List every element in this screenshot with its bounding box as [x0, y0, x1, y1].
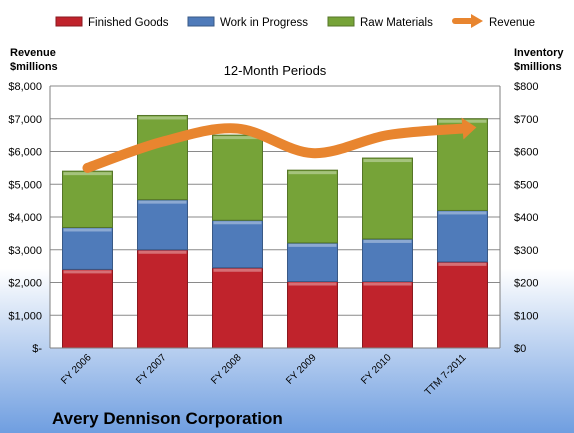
right-tick-label: $800	[514, 81, 538, 93]
bar-highlight	[138, 116, 187, 120]
revenue-line	[82, 123, 468, 173]
legend-label-raw-materials: Raw Materials	[360, 17, 433, 29]
bar-finished-goods	[137, 249, 188, 349]
bar-work-in-progress	[137, 199, 188, 251]
bar-highlight	[363, 239, 412, 243]
bar-highlight	[288, 282, 337, 286]
bar-highlight	[438, 262, 487, 266]
right-tick-label: $300	[514, 245, 538, 257]
left-tick-label: $5,000	[8, 179, 42, 191]
bar-highlight	[363, 282, 412, 286]
bar-finished-goods	[212, 267, 263, 349]
bar-work-in-progress	[212, 219, 263, 269]
bar-finished-goods	[287, 281, 338, 349]
bar-highlight	[363, 159, 412, 163]
bar-highlight	[63, 172, 112, 176]
right-axis-title: Inventory $millions	[514, 47, 567, 73]
bar-finished-goods	[62, 268, 113, 349]
bar-highlight	[438, 211, 487, 215]
bar-highlight	[63, 270, 112, 274]
right-tick-label: $600	[514, 147, 538, 159]
bar-highlight	[138, 250, 187, 254]
legend-swatch-finished-goods	[55, 16, 83, 27]
bar-raw-materials	[62, 170, 113, 228]
right-tick-label: $700	[514, 114, 538, 126]
legend-label-work-in-progress: Work in Progress	[220, 17, 308, 29]
bar-highlight	[213, 136, 262, 140]
right-tick-label: $400	[514, 212, 538, 224]
right-tick-label: $100	[514, 310, 538, 322]
left-tick-label: $7,000	[8, 114, 42, 126]
bar-highlight	[138, 200, 187, 204]
left-tick-label: $-	[32, 343, 42, 355]
right-tick-label: $500	[514, 179, 538, 191]
legend-label-finished-goods: Finished Goods	[88, 17, 169, 29]
company-name: Avery Dennison Corporation	[52, 409, 283, 428]
bar-highlight	[63, 228, 112, 232]
bar-raw-materials	[137, 114, 188, 201]
left-axis-title: Revenue $millions	[10, 47, 59, 73]
legend-swatch-raw-materials	[327, 16, 355, 27]
bar-highlight	[213, 268, 262, 272]
right-tick-label: $0	[514, 343, 526, 355]
left-tick-label: $3,000	[8, 245, 42, 257]
legend-arrow-revenue	[471, 14, 483, 28]
chart-title: 12-Month Periods	[224, 63, 327, 78]
left-tick-label: $8,000	[8, 81, 42, 93]
bar-work-in-progress	[437, 209, 488, 263]
bar-work-in-progress	[62, 226, 113, 270]
bar-highlight	[288, 171, 337, 175]
bar-raw-materials	[212, 134, 263, 221]
bar-finished-goods	[362, 281, 413, 349]
left-tick-label: $4,000	[8, 212, 42, 224]
bar-highlight	[288, 243, 337, 247]
bar-raw-materials	[362, 157, 413, 240]
revenue-arrowhead	[461, 117, 477, 140]
left-tick-label: $1,000	[8, 310, 42, 322]
bar-finished-goods	[437, 261, 488, 349]
left-tick-label: $6,000	[8, 147, 42, 159]
left-tick-label: $2,000	[8, 278, 42, 290]
bar-highlight	[213, 221, 262, 225]
bar-raw-materials	[287, 169, 338, 244]
bar-work-in-progress	[362, 238, 413, 283]
bar-work-in-progress	[287, 242, 338, 283]
right-tick-label: $200	[514, 278, 538, 290]
legend-swatch-work-in-progress	[187, 16, 215, 27]
legend-label-revenue: Revenue	[489, 17, 535, 29]
